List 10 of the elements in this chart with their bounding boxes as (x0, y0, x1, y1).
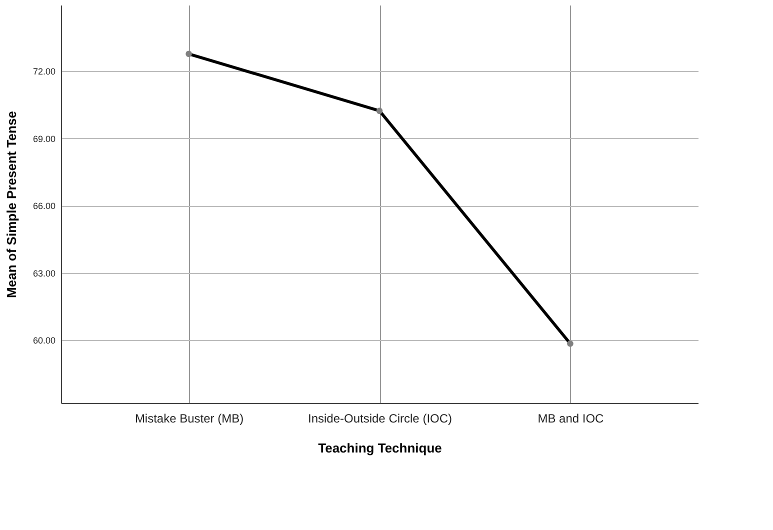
x-tick-label: MB and IOC (538, 412, 604, 426)
y-tick-label: 60.00 (32, 336, 56, 346)
y-tick-label: 69.00 (32, 134, 56, 144)
x-tick-label: Inside-Outside Circle (IOC) (308, 412, 452, 426)
y-tick-label: 66.00 (32, 201, 56, 212)
x-axis-title: Teaching Technique (318, 440, 442, 456)
y-tick-label: 72.00 (32, 66, 56, 77)
x-tick-label: Mistake Buster (MB) (134, 412, 244, 426)
y-axis-title: Mean of Simple Present Tense (4, 111, 19, 298)
y-tick-label: 63.00 (32, 268, 56, 278)
